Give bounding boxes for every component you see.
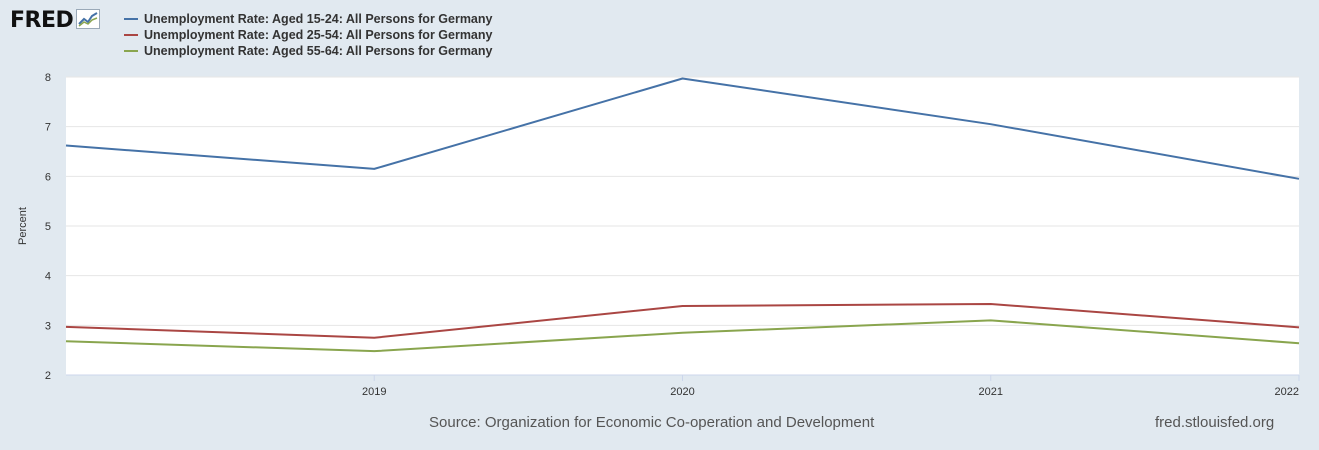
legend-item[interactable]: Unemployment Rate: Aged 25-54: All Perso… bbox=[124, 27, 492, 43]
series-line-3[interactable] bbox=[65, 319, 1300, 353]
legend-item[interactable]: Unemployment Rate: Aged 55-64: All Perso… bbox=[124, 43, 492, 59]
y-axis-label: Percent bbox=[17, 207, 29, 245]
y-tick-label: 5 bbox=[45, 221, 51, 233]
fred-logo-text: FRED bbox=[10, 8, 74, 33]
legend-label: Unemployment Rate: Aged 55-64: All Perso… bbox=[144, 44, 493, 58]
line-chart: 2 3 4 5 6 7 8 2019 2020 2021 2022 Percent bbox=[17, 72, 1300, 398]
fred-logo[interactable]: FRED bbox=[10, 8, 101, 33]
site-link[interactable]: fred.stlouisfed.org bbox=[1155, 414, 1275, 431]
fred-chart-icon bbox=[76, 8, 101, 33]
legend-swatch-series1 bbox=[124, 18, 138, 20]
x-tick-label: 2022 bbox=[1275, 386, 1299, 398]
chart-legend: Unemployment Rate: Aged 15-24: All Perso… bbox=[124, 11, 492, 59]
y-tick-label: 8 bbox=[45, 72, 51, 84]
y-tick-label: 4 bbox=[45, 271, 51, 283]
x-axis-ticks: 2019 2020 2021 2022 bbox=[362, 375, 1300, 398]
legend-swatch-series3 bbox=[124, 50, 138, 52]
y-tick-label: 6 bbox=[45, 171, 51, 183]
x-tick-label: 2019 bbox=[362, 386, 386, 398]
y-axis-ticks: 2 3 4 5 6 7 8 bbox=[45, 72, 51, 382]
y-tick-label: 2 bbox=[45, 370, 51, 382]
x-tick-label: 2021 bbox=[979, 386, 1003, 398]
legend-label: Unemployment Rate: Aged 25-54: All Perso… bbox=[144, 28, 493, 42]
y-tick-label: 3 bbox=[45, 320, 51, 332]
legend-label: Unemployment Rate: Aged 15-24: All Perso… bbox=[144, 12, 493, 26]
series-line-1[interactable] bbox=[65, 77, 1300, 180]
legend-item[interactable]: Unemployment Rate: Aged 15-24: All Perso… bbox=[124, 11, 492, 27]
y-tick-label: 7 bbox=[45, 122, 51, 134]
legend-swatch-series2 bbox=[124, 34, 138, 36]
series-lines bbox=[65, 77, 1300, 353]
series-line-2[interactable] bbox=[65, 302, 1300, 339]
x-tick-label: 2020 bbox=[670, 386, 694, 398]
source-note: Source: Organization for Economic Co-ope… bbox=[429, 414, 875, 431]
